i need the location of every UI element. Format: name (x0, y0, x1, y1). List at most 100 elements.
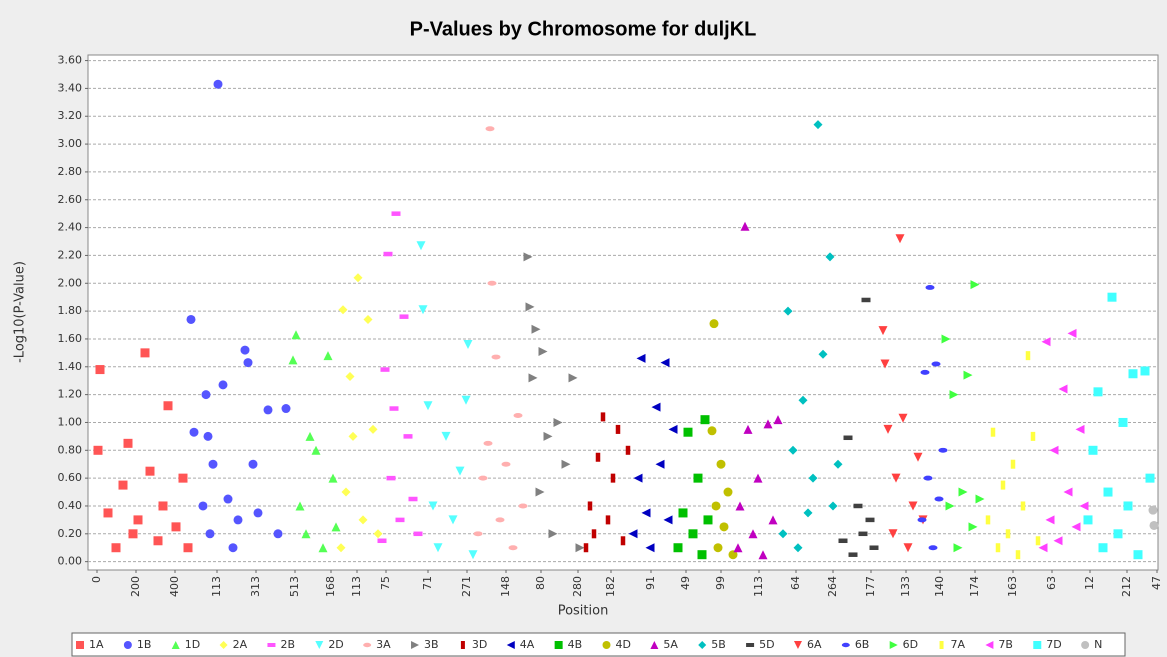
data-point (707, 426, 717, 436)
data-point (358, 515, 368, 525)
x-tick-label: 163 (1006, 576, 1019, 597)
y-tick-label: 2.00 (58, 276, 83, 289)
chart-title: P-Values by Chromosome for duljKL (410, 18, 757, 40)
x-tick-label: 182 (604, 576, 617, 597)
data-point (925, 284, 935, 290)
data-point (525, 302, 535, 312)
data-point (641, 508, 651, 518)
data-point (600, 412, 606, 422)
data-point (158, 501, 168, 511)
data-point (1148, 505, 1158, 515)
legend-marker (315, 641, 324, 649)
data-point (208, 459, 218, 469)
legend-label: 7B (998, 638, 1013, 651)
data-point (1079, 501, 1089, 511)
legend-label: 5D (759, 638, 774, 651)
data-point (1063, 487, 1073, 497)
data-point (808, 473, 818, 483)
y-tick-label: 2.40 (58, 221, 83, 234)
data-point (1025, 351, 1031, 361)
y-axis-label: -Log10(P-Value) (13, 261, 28, 363)
legend-marker (746, 643, 755, 647)
data-point (913, 452, 923, 462)
legend-box (71, 632, 1126, 657)
data-point (428, 501, 438, 511)
data-point (281, 404, 291, 414)
data-point (328, 473, 338, 483)
data-point (163, 401, 173, 411)
data-point (423, 401, 433, 411)
data-point (700, 415, 710, 425)
legend-label: 1D (185, 638, 200, 651)
data-point (783, 306, 793, 316)
data-point (1140, 366, 1150, 376)
data-point (908, 501, 918, 511)
legend-marker (554, 641, 563, 649)
data-point (223, 494, 233, 504)
data-point (949, 390, 959, 400)
data-point (1093, 387, 1103, 397)
data-point (543, 431, 553, 441)
data-point (495, 517, 505, 523)
x-tick-label: 271 (460, 576, 473, 597)
legend-label: 2B (280, 638, 295, 651)
data-point (735, 501, 745, 511)
data-point (923, 475, 933, 481)
data-point (248, 459, 258, 469)
data-point (473, 531, 483, 537)
data-point (391, 211, 401, 216)
data-point (605, 515, 611, 525)
data-point (178, 473, 188, 483)
x-tick-label: 280 (571, 576, 584, 597)
data-point (803, 508, 813, 518)
x-axis-label: Position (558, 604, 609, 619)
data-point (1035, 536, 1041, 546)
x-tick-label: 113 (350, 576, 363, 597)
legend-marker (1033, 641, 1042, 649)
data-point (869, 545, 879, 550)
y-tick-label: 1.60 (58, 332, 83, 345)
legend-label: 1B (137, 638, 152, 651)
data-point (768, 515, 778, 525)
data-point (833, 459, 843, 469)
x-tick-label: 71 (421, 576, 434, 590)
x-tick-label: 148 (499, 576, 512, 597)
data-point (253, 508, 263, 518)
data-point (748, 529, 758, 539)
data-point (336, 543, 346, 553)
data-point (1133, 550, 1143, 560)
data-point (1075, 424, 1085, 434)
y-tick-label: 3.20 (58, 109, 83, 122)
data-point (487, 280, 497, 286)
data-point (709, 319, 719, 329)
data-point (1071, 522, 1081, 532)
data-point (318, 543, 328, 553)
data-point (363, 314, 373, 324)
x-tick-label: 513 (288, 576, 301, 597)
data-point (853, 503, 863, 509)
data-point (228, 543, 238, 553)
data-point (341, 487, 351, 497)
data-point (399, 314, 409, 319)
data-point (898, 413, 908, 423)
data-point (531, 324, 541, 334)
data-point (773, 415, 783, 425)
data-point (501, 461, 511, 467)
legend-label: 6D (903, 638, 918, 651)
legend-label: 4D (616, 638, 631, 651)
data-point (861, 297, 871, 303)
data-point (728, 550, 738, 560)
data-point (1128, 369, 1138, 379)
legend-marker (363, 642, 372, 648)
data-point (1103, 487, 1113, 497)
data-point (953, 543, 963, 553)
data-point (1030, 431, 1036, 441)
y-tick-label: 1.80 (58, 304, 83, 317)
data-point (668, 424, 678, 434)
data-point (985, 515, 991, 525)
legend-marker (985, 641, 994, 649)
data-point (345, 372, 355, 382)
data-point (331, 522, 341, 532)
legend-marker (267, 643, 276, 647)
